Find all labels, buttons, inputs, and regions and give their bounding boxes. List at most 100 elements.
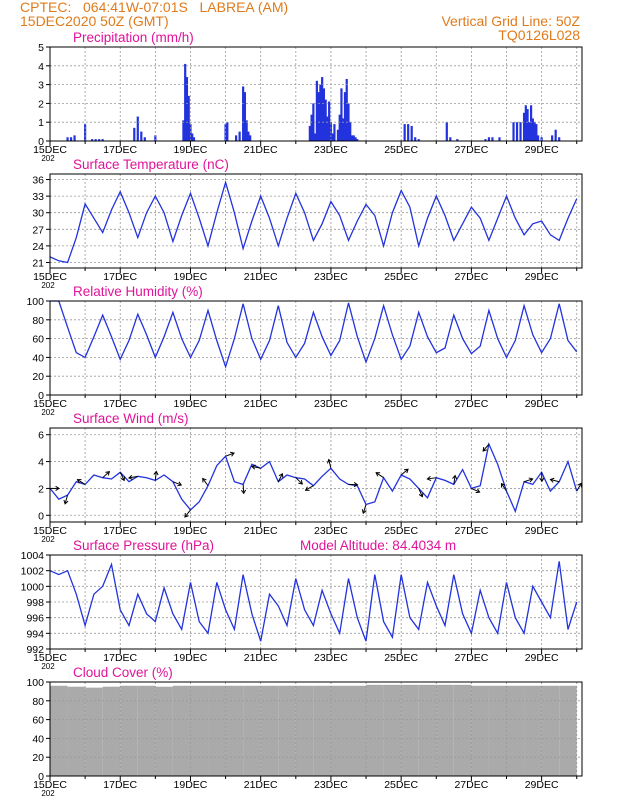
wind-arrow (154, 471, 157, 481)
wind-arrowhead (500, 482, 506, 488)
precip-bar (526, 109, 529, 141)
cloud-bar (313, 685, 331, 776)
rh-frame (49, 300, 583, 396)
precip-bar (322, 88, 326, 141)
x-tick-label: 17DEC (103, 525, 137, 537)
precip-bar (515, 122, 519, 141)
precip-bar (551, 135, 554, 141)
y-tick-label: 60 (32, 334, 44, 346)
cloud-bar (541, 685, 560, 776)
wind-arrow (119, 472, 125, 481)
cloud-bar (348, 685, 367, 776)
wind-arrowhead (250, 464, 256, 470)
cloud-bar (436, 684, 454, 776)
header-model-code: TQ0126L028 (498, 27, 580, 43)
x-tick-label: 19DEC (174, 398, 208, 410)
precip-bar (407, 124, 410, 141)
cloud-bar (488, 685, 507, 776)
wind-arrowhead (327, 458, 332, 464)
cloud-bar (471, 685, 489, 776)
wind-plot-area (50, 428, 582, 522)
y-tick-label: 996 (26, 613, 44, 625)
cloud-bar (260, 685, 279, 776)
precip-bar (66, 137, 69, 141)
wind-arrowhead (577, 482, 582, 488)
wind-arrow (523, 478, 533, 483)
precip-bar (98, 139, 101, 141)
wind-arrow (482, 443, 490, 452)
y-tick-label: 992 (26, 644, 44, 656)
x-tick-label: 27DEC (454, 271, 488, 283)
wind-arrowhead (55, 485, 60, 491)
y-tick-label: 4 (38, 61, 44, 73)
x-tick-label: 23DEC (314, 144, 348, 156)
y-tick-label: 1000 (21, 581, 45, 593)
y-tick-label: 30 (32, 208, 44, 220)
cloud-bar (102, 686, 121, 776)
x-tick-label: 17DEC (103, 398, 137, 410)
precip-bar (242, 86, 245, 141)
cloud-bar (172, 685, 191, 776)
precip-bar (445, 122, 448, 141)
x-tick-label: 19DEC (174, 144, 208, 156)
y-tick-label: 33 (32, 191, 44, 203)
wind-arrow (225, 452, 235, 457)
cloud-bar (155, 686, 173, 776)
precip-bar (535, 124, 538, 141)
pressure-title: Surface Pressure (hPa) (73, 538, 214, 553)
y-tick-label: 0 (38, 136, 44, 148)
precip-bar (350, 135, 354, 141)
cloud-bar (295, 685, 314, 776)
x-tick-label: 23DEC (314, 398, 348, 410)
precip-title: Precipitation (mm/h) (73, 30, 194, 45)
precip-bar (340, 88, 343, 141)
y-tick-label: 1004 (21, 550, 45, 562)
y-tick-label: 60 (32, 715, 44, 727)
precip-bar (140, 131, 143, 141)
precip-bar (522, 112, 526, 141)
cloud-bar (401, 684, 419, 776)
precip-bar (345, 78, 348, 141)
wind-arrowhead (475, 488, 481, 494)
x-tick-label: 17DEC (103, 779, 137, 791)
y-tick-label: 2 (38, 483, 44, 495)
precip-bar (336, 129, 340, 141)
wind-arrow (172, 481, 182, 486)
precip-bar (347, 103, 350, 141)
precip-bar (403, 124, 406, 141)
cloud-bar (278, 685, 296, 776)
wind-arrowhead (184, 512, 189, 518)
precip-bar (226, 122, 229, 141)
wind-arrow (375, 472, 384, 479)
wind-arrowhead (128, 474, 133, 480)
precip-bar (519, 122, 522, 141)
cloud-bar (506, 685, 525, 776)
y-tick-label: 0 (38, 771, 44, 783)
precip-bar (238, 131, 241, 141)
cloud-bar (50, 685, 68, 776)
x-tick-label: 21DEC (244, 271, 278, 283)
x-year-label: 202 (41, 281, 55, 290)
wind-arrowhead (177, 481, 183, 487)
precip-bar (321, 77, 324, 141)
precip-bar (133, 127, 136, 141)
wind-arrow (64, 495, 69, 504)
y-tick-label: 36 (32, 175, 44, 187)
wind-arrowhead (298, 479, 303, 485)
y-tick-label: 40 (32, 733, 44, 745)
wind-arrowhead (375, 472, 381, 477)
y-tick-label: 4 (38, 457, 44, 469)
x-tick-label: 27DEC (454, 652, 488, 664)
temp-plot-area (50, 174, 582, 268)
precip-bar (191, 133, 194, 141)
precip-bar (310, 114, 313, 141)
wind-title: Surface Wind (m/s) (73, 411, 189, 426)
y-tick-label: 0 (38, 510, 44, 522)
x-tick-label: 29DEC (525, 525, 559, 537)
x-tick-label: 27DEC (454, 779, 488, 791)
rh-series-line (50, 300, 578, 369)
y-tick-label: 24 (32, 241, 44, 253)
wind-arrowhead (76, 479, 82, 484)
x-tick-label: 25DEC (384, 779, 418, 791)
wind-arrowhead (452, 474, 458, 480)
